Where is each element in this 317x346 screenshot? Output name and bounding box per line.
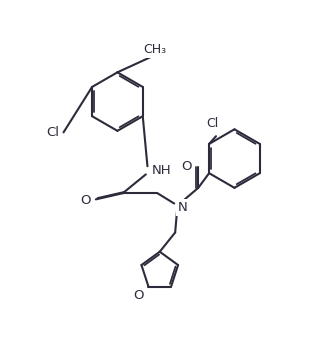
Text: Cl: Cl	[206, 117, 218, 130]
Text: O: O	[133, 289, 144, 302]
Text: N: N	[178, 201, 188, 213]
Text: NH: NH	[151, 164, 171, 177]
Text: O: O	[181, 160, 191, 173]
Text: CH₃: CH₃	[143, 43, 166, 56]
Text: Cl: Cl	[46, 126, 59, 139]
Text: O: O	[80, 194, 90, 207]
